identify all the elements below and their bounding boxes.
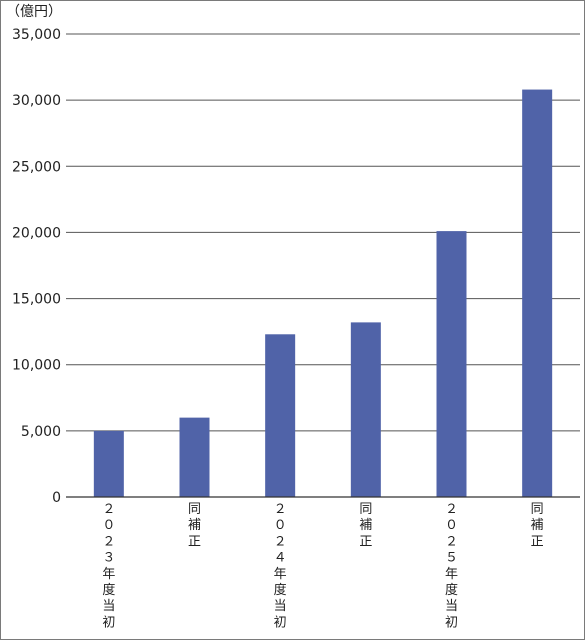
y-tick-label-5: 25,000: [12, 159, 61, 175]
bar-0: [93, 430, 124, 497]
x-axis-category-labels: ２０２３年度当初 同補正 ２０２４年度当初 同補正 ２０２５年度当初 同補正: [102, 502, 543, 630]
bar-1: [179, 417, 210, 497]
y-axis-tick-labels: 0 5,000 10,000 15,000 20,000 25,000 30,000 35,0…: [12, 27, 61, 506]
bar-2: [265, 334, 296, 497]
unit-label: （億円）: [6, 4, 62, 20]
y-tick-label-4: 20,000: [12, 225, 61, 241]
x-category-label-0: ２０２３年度当初: [102, 502, 115, 630]
x-category-label-2: ２０２４年度当初: [274, 502, 287, 630]
bars: [93, 89, 553, 497]
y-tick-label-6: 30,000: [12, 93, 61, 109]
bar-3: [350, 322, 381, 497]
x-category-label-5: 同補正: [531, 502, 544, 549]
y-tick-label-3: 15,000: [12, 292, 61, 308]
y-tick-label-0: 0: [52, 490, 61, 506]
grid-lines: [66, 33, 580, 432]
bar-5: [522, 89, 553, 497]
y-tick-label-1: 5,000: [21, 424, 61, 440]
x-category-label-4: ２０２５年度当初: [445, 502, 458, 630]
y-tick-label-2: 10,000: [12, 358, 61, 374]
y-tick-label-7: 35,000: [12, 27, 61, 43]
bar-4: [436, 231, 467, 497]
x-category-label-1: 同補正: [188, 502, 201, 549]
x-category-label-3: 同補正: [359, 502, 372, 549]
